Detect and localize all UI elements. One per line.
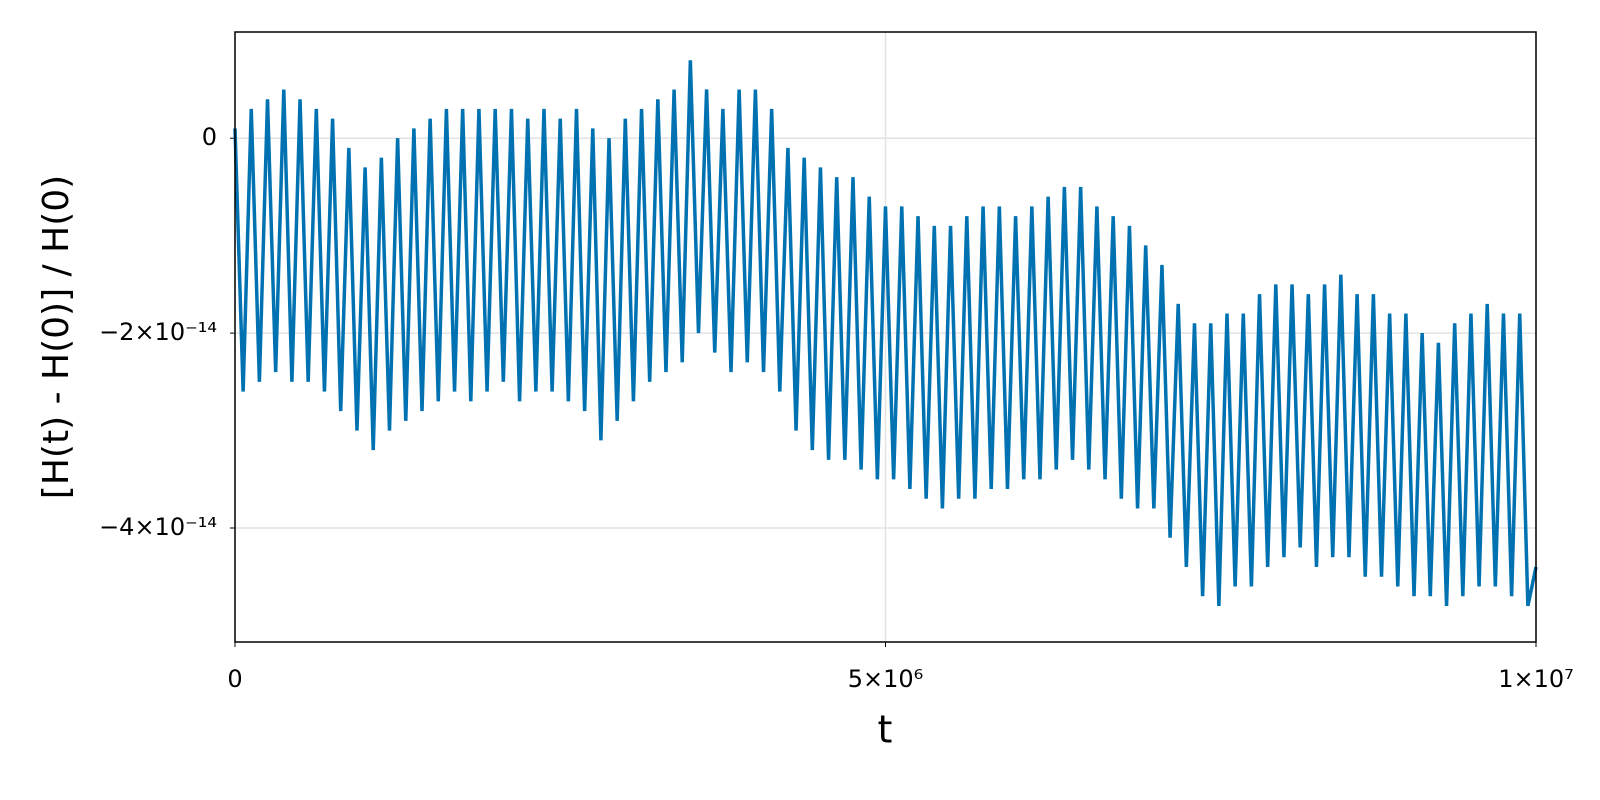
- x-tick-label: 5×10⁶: [848, 665, 924, 693]
- x-tick-label: 0: [227, 665, 242, 693]
- y-tick-label: −2×10⁻¹⁴: [99, 318, 217, 346]
- x-tick-label: 1×10⁷: [1498, 665, 1574, 693]
- data-line: [233, 60, 1538, 607]
- y-tick-label: 0: [202, 123, 217, 151]
- plot-frame: [234, 31, 1537, 643]
- y-axis-label: [H(t) - H(0)] / H(0): [36, 175, 77, 499]
- y-tick-label: −4×10⁻¹⁴: [99, 513, 217, 541]
- x-axis-label: t: [878, 708, 893, 752]
